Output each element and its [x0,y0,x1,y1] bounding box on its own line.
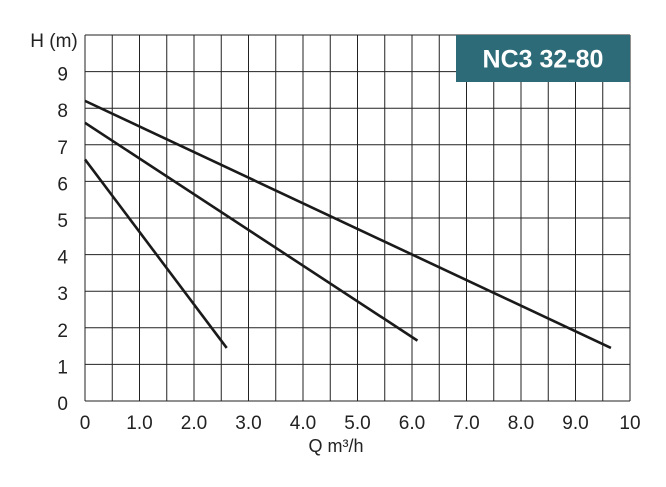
curve [84,121,419,342]
chart-title: NC3 32-80 [483,46,604,74]
x-tick-label: 4.0 [290,413,316,434]
y-tick-label: 7 [57,138,68,159]
x-tick-label: 5.0 [344,413,370,434]
x-tick-label: 0 [80,413,91,434]
x-tick-label: 7.0 [453,413,479,434]
curve [83,158,228,349]
y-tick-label: 2 [57,321,68,342]
y-tick-label: 3 [57,284,68,305]
x-tick-label: 9.0 [562,413,588,434]
x-axis-label: Q m³/h [308,436,363,456]
curve [84,99,612,350]
y-tick-label: 0 [57,394,68,415]
x-tick-label: 10 [619,413,640,434]
y-tick-label: 6 [57,174,68,195]
title-box [456,35,630,82]
y-tick-label: 5 [57,211,68,232]
y-tick-label: 8 [57,101,68,122]
x-tick-label: 6.0 [399,413,425,434]
x-tick-label: 3.0 [235,413,261,434]
x-tick-label: 2.0 [181,413,207,434]
y-tick-label: 1 [57,357,68,378]
x-tick-label: 8.0 [508,413,534,434]
y-tick-label: 4 [57,248,68,269]
y-tick-label: 9 [57,65,68,86]
y-axis-label: H (m) [30,31,77,52]
x-tick-label: 1.0 [126,413,152,434]
